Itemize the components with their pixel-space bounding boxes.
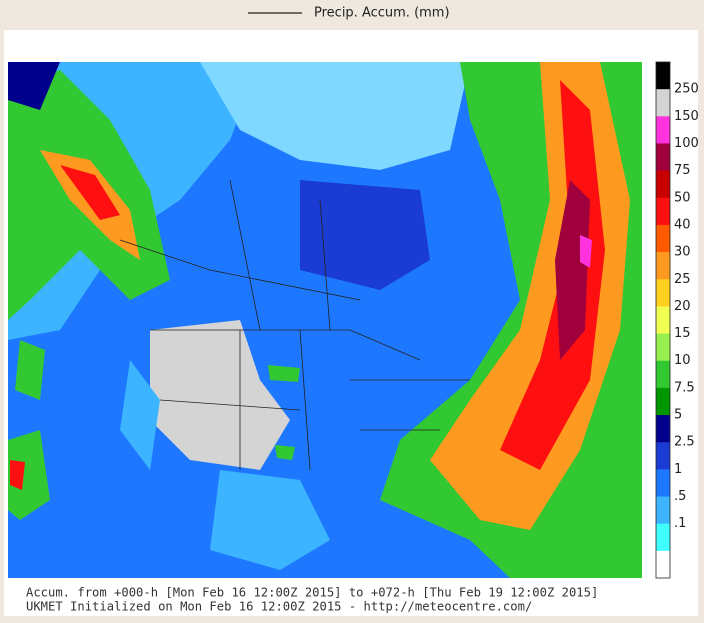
colorbar-cell <box>656 442 670 470</box>
colorbar-frame <box>655 61 671 579</box>
colorbar-cell <box>656 387 670 416</box>
colorbar-label: 100 <box>674 136 699 151</box>
colorbar-cell <box>656 62 670 90</box>
colorbar-cell <box>656 89 670 117</box>
footer-line: Accum. from +000-h [Mon Feb 16 12:00Z 20… <box>26 586 598 600</box>
colorbar-cell <box>656 143 670 172</box>
colorbar-cell <box>656 496 670 525</box>
colorbar-label: 5 <box>674 408 682 423</box>
colorbar-label: 7.5 <box>674 380 695 395</box>
colorbar-label: 40 <box>674 217 691 232</box>
colorbar-label: 250 <box>674 82 699 97</box>
colorbar-cell <box>656 550 670 579</box>
colorbar-cell <box>656 252 670 280</box>
colorbar-cell <box>656 306 670 335</box>
colorbar-label: 2.5 <box>674 435 695 450</box>
colorbar: 250 150 100 75 50 40 30 25 20 15 10 7.5 5 2.5 1 .5 .1 <box>656 62 699 579</box>
colorbar-label: 75 <box>674 163 691 178</box>
colorbar-label: 15 <box>674 326 691 341</box>
colorbar-cell <box>656 333 670 362</box>
title: Precip. Accum. (mm) <box>314 6 450 21</box>
colorbar-cell <box>656 197 670 226</box>
colorbar-label: 1 <box>674 462 682 477</box>
precip-map <box>8 62 642 578</box>
colorbar-cell <box>656 279 670 307</box>
footer-line: UKMET Initialized on Mon Feb 16 12:00Z 2… <box>26 600 532 614</box>
colorbar-cell <box>656 116 670 144</box>
colorbar-cell <box>656 224 670 253</box>
colorbar-label: .1 <box>674 516 686 531</box>
colorbar-cell <box>656 360 670 389</box>
colorbar-label: 25 <box>674 272 691 287</box>
colorbar-label: 20 <box>674 299 691 314</box>
colorbar-cell <box>656 469 670 498</box>
colorbar-label: 50 <box>674 190 691 205</box>
colorbar-label: 10 <box>674 353 691 368</box>
colorbar-cell <box>656 170 670 199</box>
colorbar-label: .5 <box>674 489 686 504</box>
colorbar-label: 30 <box>674 245 691 260</box>
colorbar-cell <box>656 415 670 443</box>
colorbar-cell <box>656 523 670 552</box>
colorbar-label: 150 <box>674 109 699 124</box>
